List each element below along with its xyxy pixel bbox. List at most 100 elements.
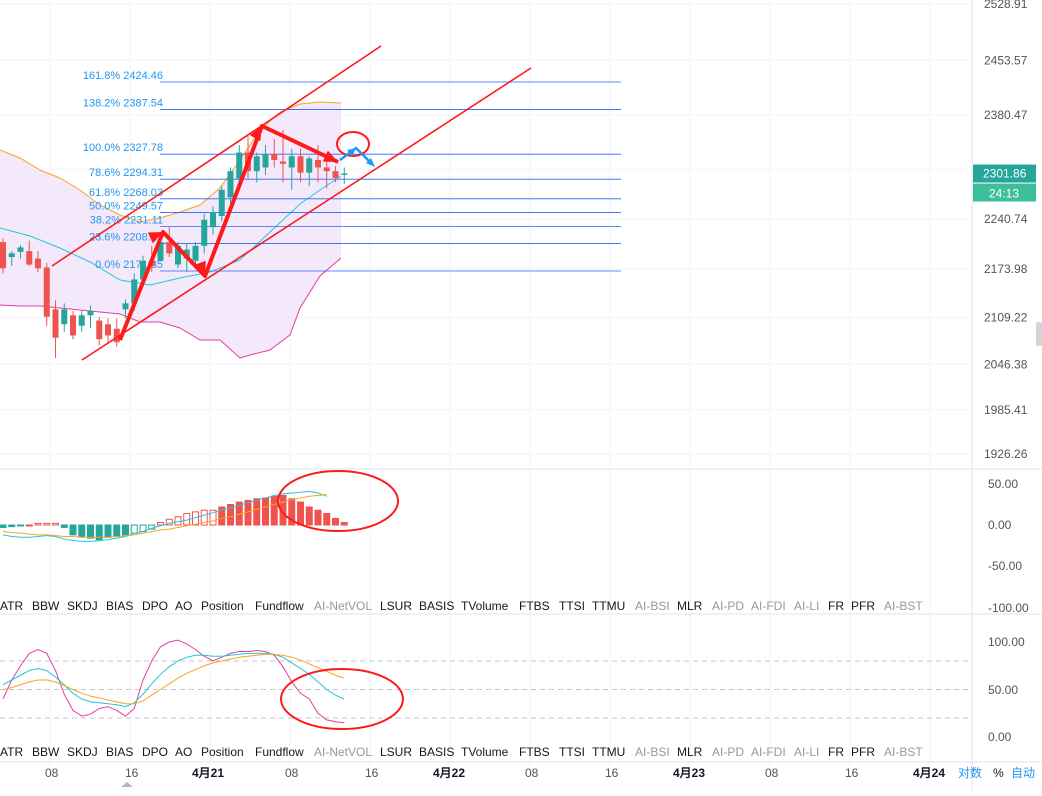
candle-body (166, 242, 173, 254)
candle-body (201, 219, 208, 246)
time-axis-label: 16 (605, 766, 619, 780)
fibonacci-level-label: 100.0% 2327.78 (83, 142, 163, 154)
indicator-tab[interactable]: BASIS (419, 745, 454, 759)
indicator-tab[interactable]: PFR (851, 745, 875, 759)
histogram-bar (209, 509, 217, 526)
indicator-tab[interactable]: AI-BST (884, 745, 923, 759)
channel-upper-line (51, 45, 382, 267)
indicator-tab[interactable]: AI-NetVOL (314, 599, 372, 613)
auto-scale-button[interactable]: 自动 (1011, 766, 1035, 780)
indicator-tabs-upper[interactable]: ATR BBW SKDJ BIAS DPO AO Position Fundflow AI-Ne… (0, 599, 923, 613)
indicator-tab[interactable]: FTBS (519, 599, 550, 613)
indicator-tab[interactable]: TTMU (592, 745, 625, 759)
time-axis-label: 08 (45, 766, 59, 780)
candle-body (192, 245, 199, 261)
indicator-tab[interactable]: Position (201, 599, 244, 613)
indicator-tab[interactable]: FTBS (519, 745, 550, 759)
indicator-tab[interactable]: AI-FDI (751, 745, 786, 759)
fibonacci-level-label: 61.8% 2268.03 (89, 187, 163, 199)
indicator-tab[interactable]: TVolume (461, 745, 509, 759)
indicator-tab[interactable]: AI-BSI (635, 745, 670, 759)
percent-scale-button[interactable]: % (993, 766, 1004, 780)
candle-body (253, 156, 260, 172)
oscillator-axis-label: 100.00 (988, 635, 1025, 649)
histogram-bar (113, 524, 121, 537)
indicator-tab[interactable]: AI-PD (712, 599, 744, 613)
histogram-bar (262, 497, 269, 526)
indicator-tab[interactable]: AI-LI (794, 745, 819, 759)
time-axis-label: 16 (125, 766, 139, 780)
time-axis-label: 16 (365, 766, 379, 780)
indicator-tab[interactable]: ATR (0, 599, 23, 613)
oscillator-axis-label: -50.00 (988, 559, 1022, 573)
indicator-tab[interactable]: PFR (851, 599, 875, 613)
price-axis-label: 2046.38 (984, 357, 1028, 371)
highlight-circle (277, 470, 399, 532)
histogram-bar (332, 517, 339, 526)
histogram-bar (95, 524, 103, 541)
candle-body (70, 315, 76, 336)
indicator-tab[interactable]: AI-NetVOL (314, 745, 372, 759)
candle-body (306, 158, 313, 173)
histogram-bar (43, 522, 51, 526)
candle-body (236, 152, 243, 179)
indicator-tab[interactable]: SKDJ (67, 599, 98, 613)
indicator-tab[interactable]: LSUR (380, 745, 412, 759)
indicator-tab[interactable]: BASIS (419, 599, 454, 613)
last-price-label: 2301.86 (983, 167, 1027, 181)
indicator-tab[interactable]: AO (175, 599, 192, 613)
bollinger-mid-line (0, 175, 342, 286)
histogram-bar (253, 498, 261, 526)
log-scale-button[interactable]: 对数 (958, 765, 982, 780)
indicator-tab[interactable]: DPO (142, 599, 168, 613)
indicator-tab[interactable]: AI-BST (884, 599, 923, 613)
arrow-head (147, 232, 163, 244)
indicator-tab[interactable]: Fundflow (255, 599, 304, 613)
indicator-tab[interactable]: TTSI (559, 599, 585, 613)
side-panel-toggle[interactable] (1036, 322, 1042, 346)
indicator-tab[interactable]: FR (828, 599, 844, 613)
indicator-tab[interactable]: LSUR (380, 599, 412, 613)
oscillator-axis-label: -100.00 (988, 601, 1029, 615)
indicator-tab[interactable]: Fundflow (255, 745, 304, 759)
fibonacci-level-label: 50.0% 2249.57 (89, 201, 163, 213)
indicator-tab[interactable]: AI-PD (712, 745, 744, 759)
indicator-tabs-lower[interactable]: ATR BBW SKDJ BIAS DPO AO Position Fundflow AI-Ne… (0, 745, 923, 759)
arrow-head (366, 158, 375, 167)
indicator-tab[interactable]: Position (201, 745, 244, 759)
arrow-head (347, 148, 356, 157)
histogram-bar (17, 524, 24, 527)
indicator-tab[interactable]: AO (175, 745, 192, 759)
indicator-tab[interactable]: SKDJ (67, 745, 98, 759)
indicator-tab[interactable]: AI-LI (794, 599, 819, 613)
histogram-bar (52, 522, 59, 526)
price-axis-label: 2453.57 (984, 53, 1028, 67)
candle-body (43, 267, 50, 317)
indicator-tab[interactable]: TVolume (461, 599, 509, 613)
indicator-tab[interactable]: AI-FDI (751, 599, 786, 613)
scroll-handle-icon[interactable] (121, 782, 133, 787)
indicator-tab[interactable]: MLR (677, 599, 703, 613)
kdj-series-line (2, 652, 345, 708)
indicator-tab[interactable]: AI-BSI (635, 599, 670, 613)
histogram-bar (288, 498, 296, 526)
oscillator-axis-label: 50.00 (988, 683, 1018, 697)
indicator-tab[interactable]: BIAS (106, 745, 133, 759)
histogram-bar (200, 509, 208, 526)
indicator-tab[interactable]: TTSI (559, 745, 585, 759)
indicator-tab[interactable]: TTMU (592, 599, 625, 613)
highlight-circle (280, 668, 404, 730)
time-axis-label: 4月22 (433, 766, 465, 780)
indicator-tab[interactable]: BBW (32, 599, 60, 613)
indicator-tab[interactable]: BIAS (106, 599, 133, 613)
indicator-tab[interactable]: DPO (142, 745, 168, 759)
indicator-tab[interactable]: ATR (0, 745, 23, 759)
indicator-tab[interactable]: FR (828, 745, 844, 759)
kdj-series-line (2, 639, 345, 724)
indicator-tab[interactable]: MLR (677, 745, 703, 759)
indicator-tab[interactable]: BBW (32, 745, 60, 759)
oscillator-macd-panel (0, 470, 399, 542)
kdj-series-line (2, 653, 345, 705)
